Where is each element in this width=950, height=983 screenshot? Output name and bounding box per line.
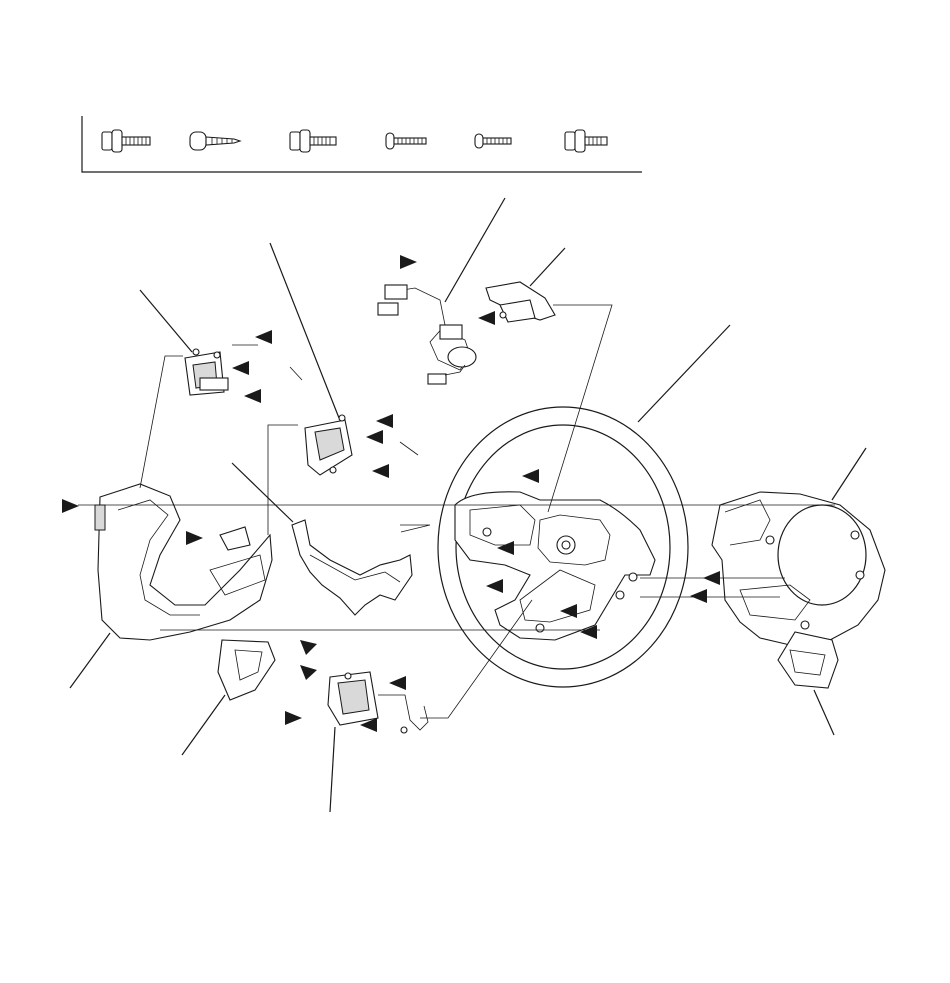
arrow-icon [232,361,249,375]
left-lower-trim [217,639,276,701]
arrow-icon [560,604,577,618]
arrow-icon [497,541,514,555]
flange-bolt-icon [564,129,608,153]
arrow-icon [285,711,302,725]
arrow-icon [62,499,79,513]
flange-bolt-icon [101,129,151,153]
arrow-icon [690,589,707,603]
left-front-cover [94,483,273,641]
assembly-guide-lines [78,304,835,719]
arrow-icon [300,640,317,655]
arrow-icon [478,311,495,325]
arrow-icon [400,255,417,269]
arrow-icon [376,414,393,428]
arrow-icon [580,625,597,639]
arrow-icon [486,579,503,593]
arrow-icon [360,718,377,732]
paddle-shifter [485,281,556,323]
small-screw-icon [474,133,512,149]
left-switch-bracket [291,519,413,616]
steering-wheel [437,406,689,688]
tapping-screw-icon [189,131,242,151]
rear-cover-lid [777,631,839,689]
arrow-icon [522,469,539,483]
rear-cover [711,491,886,646]
flange-bolt-icon [289,129,337,153]
arrow-icon [255,330,272,344]
fastener-legend [81,116,642,173]
arrow-icon [389,676,406,690]
arrow-icon [300,665,317,680]
left-switch-assembly [184,348,229,396]
arrow-indicators [62,255,720,732]
arrow-icon [703,571,720,585]
cruise-switch-harness [377,284,477,385]
arrow-icon [186,531,203,545]
callout-lines [69,197,867,813]
lower-switch-assembly [327,671,429,734]
arrow-icon [244,389,261,403]
right-switch-assembly [304,414,353,476]
small-screw-icon [385,132,427,150]
arrow-icon [372,464,389,478]
arrow-icon [366,430,383,444]
